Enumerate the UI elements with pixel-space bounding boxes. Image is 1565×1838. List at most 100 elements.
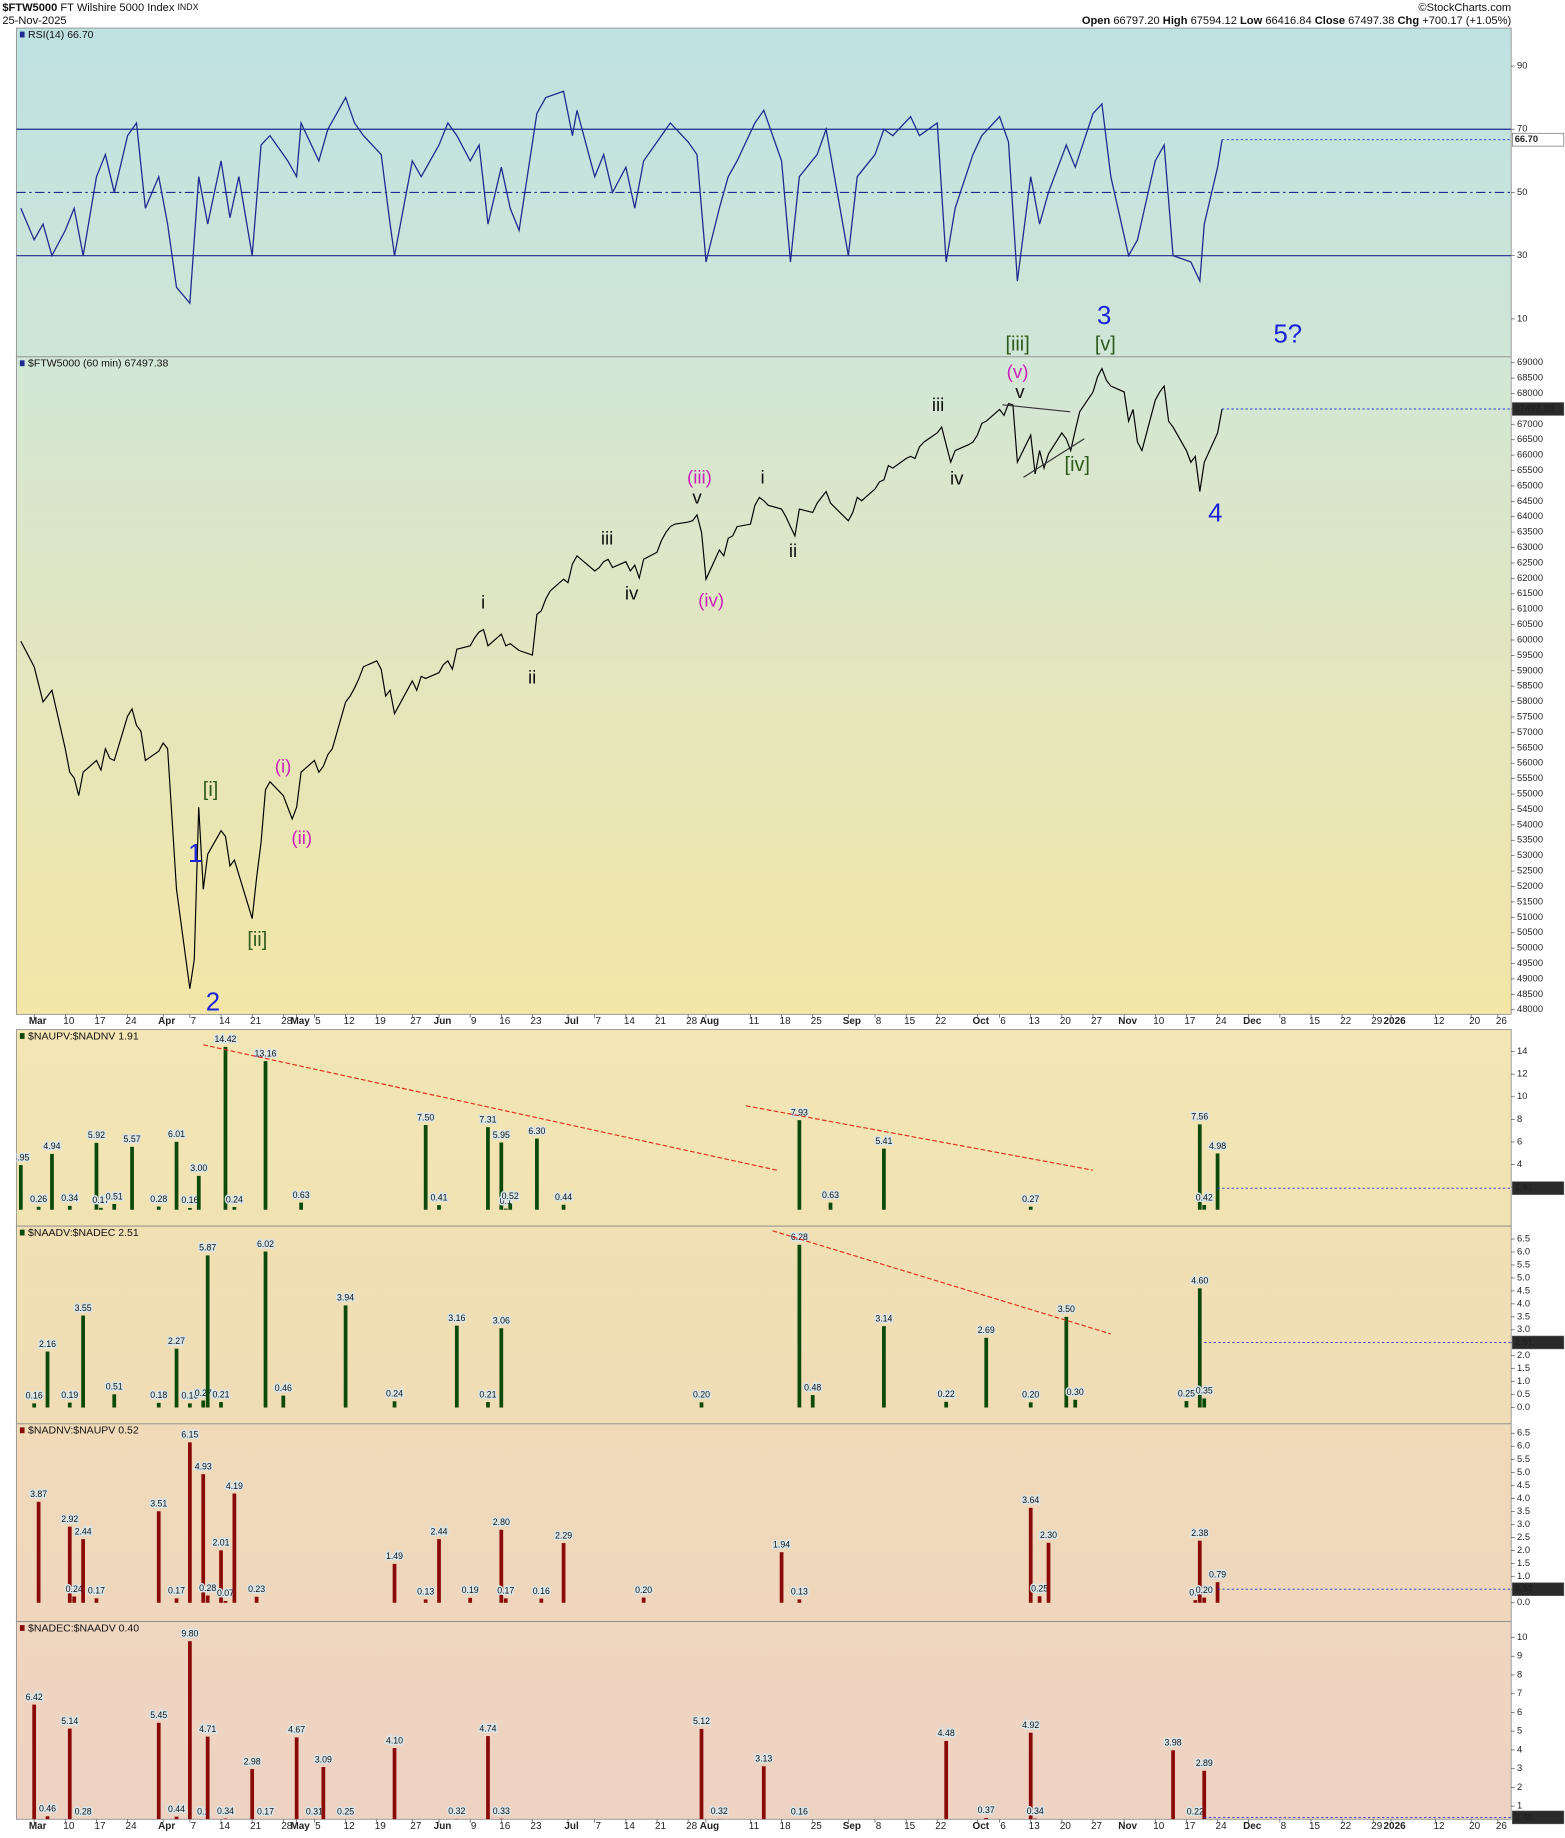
value-label: 0.17 <box>497 1586 514 1596</box>
value-label: 3.06 <box>493 1316 510 1326</box>
last-value-label: 1.91 <box>1515 1183 1533 1193</box>
panel-label-icon <box>19 1427 25 1434</box>
y-tick-label: 12 <box>1517 1069 1527 1079</box>
x-tick-label: 27 <box>410 1821 422 1832</box>
x-tick-label: 12 <box>1434 1821 1446 1832</box>
bar <box>392 1401 397 1408</box>
value-label: 2.44 <box>75 1526 92 1536</box>
y-tick-label: 5 <box>1517 1726 1522 1736</box>
bar <box>67 1728 72 1820</box>
bar <box>232 1207 237 1210</box>
y-tick-label: 5.0 <box>1517 1467 1530 1477</box>
x-tick-label: Jun <box>434 1821 452 1832</box>
bar <box>156 1402 161 1408</box>
x-tick-label: 23 <box>530 1821 542 1832</box>
value-label: 14.42 <box>215 1034 237 1044</box>
y-tick-label: 1.5 <box>1517 1363 1530 1373</box>
bar <box>499 1529 504 1603</box>
value-label: 3.51 <box>150 1499 167 1509</box>
bar <box>205 1595 210 1603</box>
bar <box>156 1511 161 1603</box>
panel-label: $NADEC:$NAADV 0.40 <box>28 1622 139 1634</box>
last-value-box <box>1512 1810 1565 1825</box>
y-tick-label: 6.0 <box>1517 1441 1530 1451</box>
bar <box>1028 1507 1033 1603</box>
x-tick-label: 24 <box>126 1821 138 1832</box>
bar <box>641 1597 646 1603</box>
value-label: 2.29 <box>555 1530 572 1540</box>
panel-label: $FTW5000 (60 min) 67497.38 <box>28 358 168 370</box>
value-label: 0.17 <box>168 1586 185 1596</box>
wave-label: ii <box>528 667 536 688</box>
last-value-label: 0.52 <box>1515 1584 1533 1594</box>
x-tick-label: 29 <box>1371 1016 1383 1027</box>
x-tick-label: 6 <box>1000 1016 1006 1027</box>
bar <box>94 1142 99 1210</box>
value-label: 5.41 <box>875 1136 892 1146</box>
value-label: 0.25 <box>1031 1584 1048 1594</box>
value-label: 4.10 <box>386 1735 403 1745</box>
ohlc: Open 66797.20 High 67594.12 Low 66416.84… <box>1082 15 1512 27</box>
value-label: 2.01 <box>212 1538 229 1548</box>
symbol: $FTW5000 <box>2 2 57 14</box>
x-tick-label: 18 <box>780 1821 792 1832</box>
value-label: 3.94 <box>337 1293 354 1303</box>
y-tick-label: 14 <box>1517 1046 1527 1056</box>
value-label: 0.63 <box>822 1190 839 1200</box>
x-tick-label: 7 <box>595 1821 601 1832</box>
value-label: 0.16 <box>791 1807 808 1817</box>
value-label: 0.24 <box>226 1194 243 1204</box>
x-tick-label: 26 <box>1496 1016 1508 1027</box>
y-tick-label: 4.5 <box>1517 1480 1530 1490</box>
y-tick-label: 10 <box>1517 1632 1527 1642</box>
y-tick-label: 63500 <box>1517 527 1543 537</box>
wave-label: i <box>481 592 485 613</box>
value-label: 0.21 <box>212 1389 229 1399</box>
bar <box>499 1818 504 1820</box>
x-tick-label: 14 <box>219 1821 231 1832</box>
value-label: 0.20 <box>1022 1390 1039 1400</box>
bar <box>81 1539 85 1603</box>
x-tick-label: Aug <box>700 1821 719 1832</box>
x-tick-label: 13 <box>1029 1821 1041 1832</box>
bar <box>130 1146 134 1210</box>
panel-label-icon <box>19 1625 25 1631</box>
bar <box>1215 1582 1220 1603</box>
y-tick-label: 10 <box>1517 1091 1527 1101</box>
bar <box>321 1766 326 1820</box>
plot: 3.95 0.26 4.94 0.34 5.92 0.170.51 5.57 0.28 6.01… <box>16 1033 1228 1210</box>
y-tick-label: 30 <box>1517 250 1527 260</box>
value-label: 0.52 <box>502 1191 519 1201</box>
value-label: 0.20 <box>635 1585 652 1595</box>
x-tick-label: 21 <box>250 1821 262 1832</box>
y-tick-label: 3.5 <box>1517 1311 1530 1321</box>
wave-label: (iv) <box>698 589 724 610</box>
y-tick-label: 48500 <box>1517 989 1543 999</box>
bar <box>201 1400 206 1408</box>
wave-label: iv <box>950 468 964 489</box>
x-tick-label: 12 <box>1434 1016 1446 1027</box>
wave-label: (i) <box>275 755 292 776</box>
panel-label-icon <box>19 31 25 38</box>
bar <box>156 1722 161 1820</box>
y-tick-label: 51500 <box>1517 896 1543 906</box>
x-tick-label: 15 <box>1309 1016 1321 1027</box>
bar <box>1037 1596 1042 1603</box>
y-tick-label: 1.0 <box>1517 1376 1530 1386</box>
value-label: 0.19 <box>61 1390 78 1400</box>
x-tick-label: 8 <box>876 1821 882 1832</box>
x-tick-label: Apr <box>158 1016 175 1027</box>
bar <box>1033 1818 1038 1820</box>
bar <box>32 1704 37 1820</box>
bar <box>486 1736 490 1820</box>
ohlc-value: 66416.84 <box>1265 15 1311 27</box>
bar <box>882 1148 886 1210</box>
ohlc-label: Close <box>1315 15 1345 27</box>
header-title: $FTW5000 FT Wilshire 5000 Index INDX <box>2 2 198 14</box>
bar <box>1197 1288 1202 1408</box>
bar <box>1064 1316 1069 1408</box>
x-tick-label: Nov <box>1118 1821 1137 1832</box>
index-name: FT Wilshire 5000 Index <box>60 2 174 14</box>
value-label: 5.87 <box>199 1243 216 1253</box>
bar <box>423 1125 428 1210</box>
